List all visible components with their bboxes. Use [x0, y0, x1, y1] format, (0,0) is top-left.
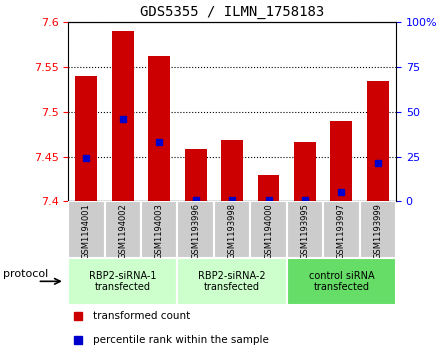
Bar	[359, 201, 396, 258]
Bar	[68, 258, 177, 305]
Bar	[214, 201, 250, 258]
Bar	[68, 201, 105, 258]
Text: protocol: protocol	[4, 269, 49, 279]
Bar	[287, 258, 396, 305]
Bar	[112, 31, 134, 201]
Text: GSM1193999: GSM1193999	[373, 203, 382, 259]
Text: RBP2-siRNA-2
transfected: RBP2-siRNA-2 transfected	[198, 270, 266, 292]
Text: control siRNA
transfected: control siRNA transfected	[308, 270, 374, 292]
Text: percentile rank within the sample: percentile rank within the sample	[93, 335, 269, 345]
Text: GSM1194000: GSM1194000	[264, 203, 273, 259]
Text: GSM1193997: GSM1193997	[337, 203, 346, 259]
Bar	[76, 76, 97, 201]
Bar	[148, 56, 170, 201]
Text: GSM1194001: GSM1194001	[82, 203, 91, 259]
Bar	[287, 201, 323, 258]
Bar	[294, 142, 316, 201]
Bar	[257, 175, 279, 201]
Title: GDS5355 / ILMN_1758183: GDS5355 / ILMN_1758183	[140, 5, 324, 19]
Bar	[177, 258, 287, 305]
Bar	[185, 149, 207, 201]
Bar	[177, 201, 214, 258]
Bar	[250, 201, 287, 258]
Bar	[323, 201, 359, 258]
Text: GSM1193995: GSM1193995	[301, 203, 309, 259]
Text: GSM1194002: GSM1194002	[118, 203, 127, 259]
Bar	[105, 201, 141, 258]
Bar	[367, 81, 389, 201]
Text: RBP2-siRNA-1
transfected: RBP2-siRNA-1 transfected	[89, 270, 157, 292]
Text: transformed count: transformed count	[93, 311, 190, 321]
Text: GSM1193998: GSM1193998	[227, 203, 237, 259]
Bar	[330, 121, 352, 201]
Text: GSM1193996: GSM1193996	[191, 203, 200, 259]
Text: GSM1194003: GSM1194003	[155, 203, 164, 259]
Bar	[221, 140, 243, 201]
Bar	[141, 201, 177, 258]
